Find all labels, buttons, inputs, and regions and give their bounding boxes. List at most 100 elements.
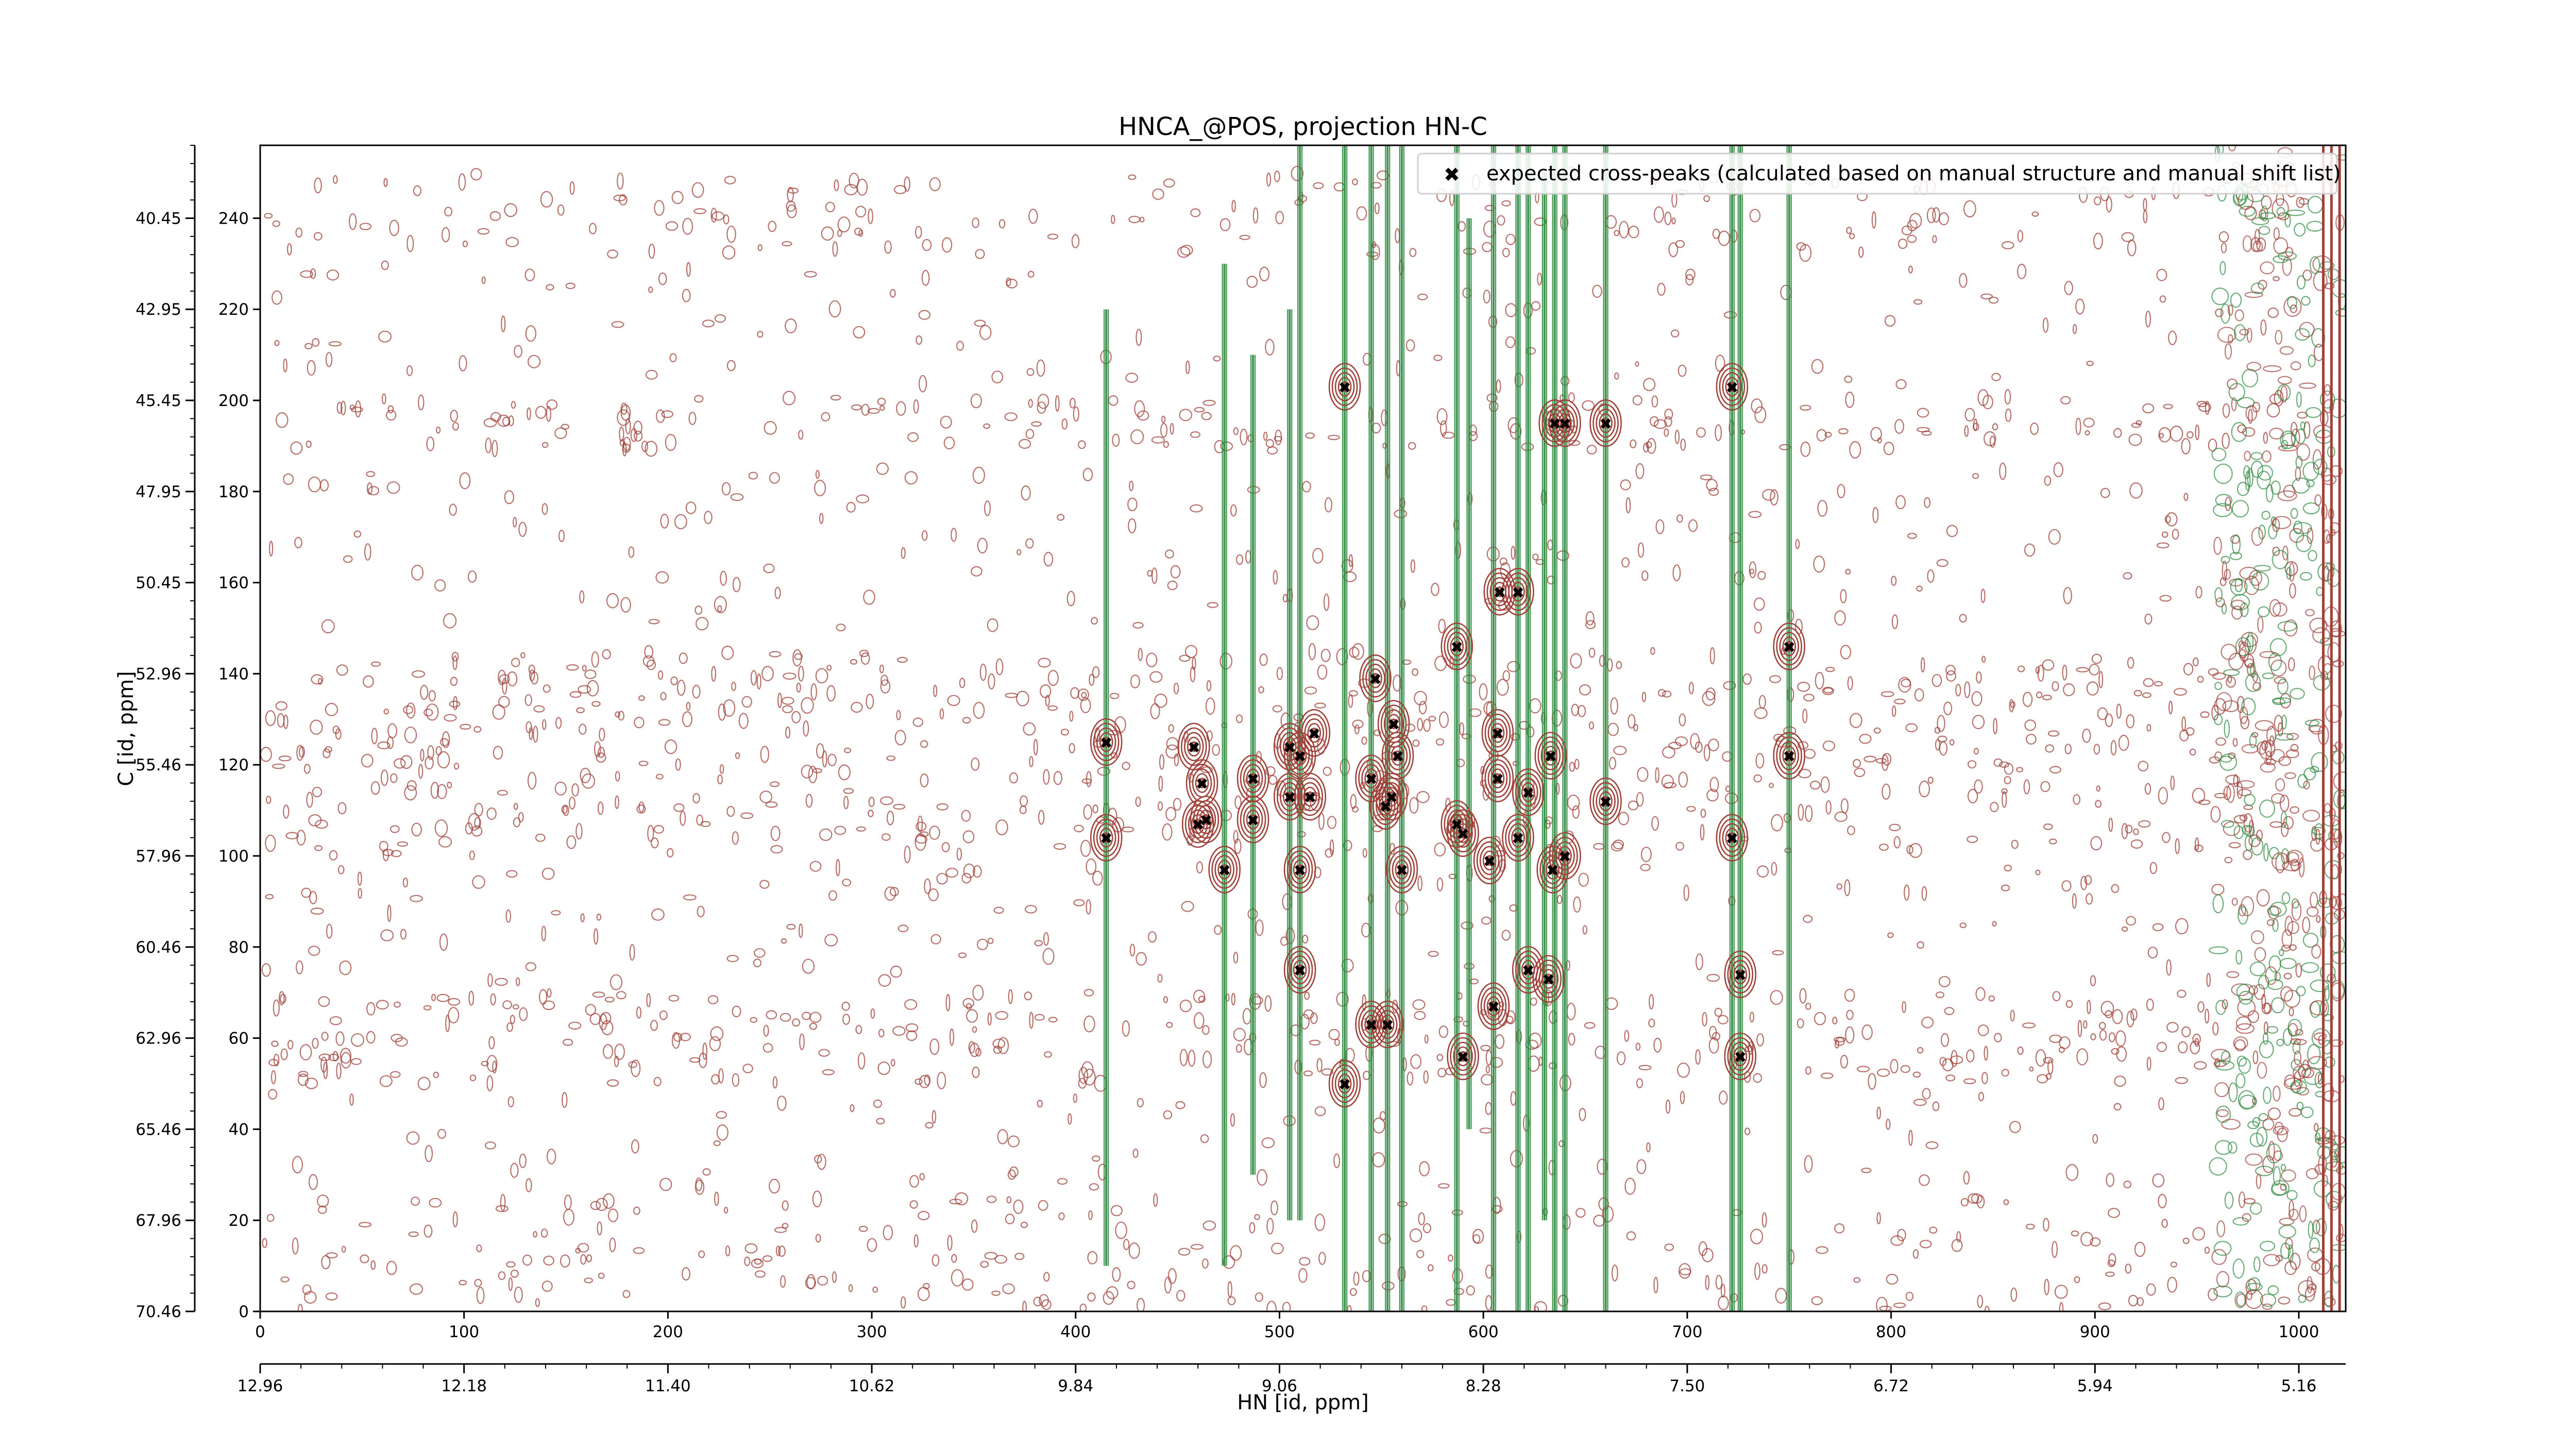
- noise-contour: [1676, 514, 1683, 523]
- noise-contour: [2123, 1181, 2132, 1189]
- peak-contour: [1181, 727, 1207, 766]
- noise-contour: [1709, 647, 1715, 665]
- noise-contour: [512, 1004, 519, 1010]
- noise-contour: [2198, 402, 2212, 412]
- noise-contour: [1038, 810, 1045, 825]
- noise-contour: [636, 1006, 642, 1019]
- noise-contour: [584, 1277, 594, 1284]
- noise-contour: [477, 228, 490, 235]
- noise-contour: [265, 710, 276, 727]
- noise-contour: [437, 751, 450, 769]
- noise-contour: [717, 774, 723, 785]
- noise-contour: [1125, 373, 1139, 383]
- noise-contour: [2251, 930, 2264, 945]
- noise-contour: [468, 813, 481, 831]
- noise-contour: [1163, 178, 1175, 188]
- noise-contour: [973, 865, 982, 878]
- noise-contour: [2105, 1271, 2115, 1277]
- noise-contour: [472, 875, 485, 889]
- noise-contour: [615, 711, 620, 718]
- noise-contour: [1110, 752, 1118, 759]
- noise-contour: [1405, 339, 1415, 351]
- noise-contour: [2263, 1086, 2272, 1104]
- cross-peak-marker: ✖: [1391, 748, 1404, 766]
- noise-contour: [616, 991, 626, 1000]
- peak-contour: [1490, 723, 1505, 743]
- noise-contour: [1349, 1288, 1357, 1296]
- noise-contour: [2224, 719, 2230, 738]
- noise-contour: [921, 269, 930, 286]
- noise-contour: [1706, 789, 1719, 802]
- noise-contour: [2287, 657, 2295, 671]
- peak-contour: [1196, 805, 1216, 834]
- peak-contour: [1391, 746, 1405, 766]
- cross-peak-marker: ✖: [1247, 812, 1260, 830]
- peak-contour: [1243, 764, 1263, 793]
- noise-contour: [851, 701, 863, 713]
- noise-contour: [941, 237, 953, 253]
- cross-peak-marker: ✖: [1491, 771, 1504, 789]
- noise-contour: [2230, 578, 2248, 596]
- noise-contour: [2043, 1057, 2054, 1064]
- noise-contour: [1089, 1183, 1099, 1191]
- noise-contour: [2106, 1173, 2114, 1187]
- noise-contour: [1754, 406, 1767, 424]
- noise-contour: [2063, 587, 2072, 604]
- noise-contour: [2114, 1075, 2126, 1087]
- noise-contour: [1907, 533, 1918, 539]
- noise-contour: [336, 1063, 342, 1080]
- noise-contour: [689, 1057, 701, 1063]
- noise-contour: [1951, 1050, 1958, 1067]
- noise-contour: [2253, 1256, 2261, 1272]
- noise-contour: [782, 1200, 789, 1211]
- noise-contour: [317, 678, 323, 685]
- noise-contour: [808, 765, 818, 784]
- noise-contour: [292, 1237, 299, 1255]
- noise-contour: [1853, 1277, 1861, 1283]
- noise-contour: [1273, 570, 1278, 585]
- noise-contour: [2247, 1121, 2259, 1130]
- noise-contour: [2265, 484, 2274, 503]
- noise-contour: [473, 726, 482, 733]
- noise-contour: [2303, 780, 2310, 790]
- noise-contour: [1419, 1161, 1430, 1176]
- noise-contour: [1373, 729, 1381, 736]
- noise-contour: [900, 1296, 906, 1309]
- noise-contour: [339, 960, 352, 975]
- noise-contour: [2265, 966, 2277, 985]
- noise-contour: [1479, 683, 1488, 700]
- noise-contour: [2293, 1039, 2307, 1046]
- noise-contour: [2263, 843, 2269, 862]
- noise-contour: [1742, 673, 1752, 685]
- noise-contour: [2214, 1060, 2235, 1071]
- noise-contour: [1994, 1033, 2002, 1042]
- noise-contour: [1925, 1141, 1939, 1150]
- cross-peak-marker: ✖: [1294, 748, 1307, 766]
- noise-contour: [1081, 692, 1087, 699]
- noise-contour: [2090, 836, 2103, 851]
- noise-contour: [2214, 587, 2223, 602]
- noise-contour: [1900, 1065, 1910, 1073]
- noise-contour: [2156, 542, 2170, 549]
- noise-contour: [1078, 1077, 1087, 1089]
- noise-contour: [481, 1060, 489, 1067]
- noise-contour: [1702, 1012, 1707, 1026]
- noise-contour: [411, 822, 422, 837]
- noise-contour: [2003, 1199, 2009, 1205]
- noise-contour: [959, 678, 965, 688]
- y-ppm-tick-label: 60.46: [135, 938, 181, 957]
- noise-contour: [1328, 1029, 1340, 1040]
- noise-contour: [896, 401, 906, 416]
- noise-contour: [2158, 1097, 2164, 1110]
- noise-contour: [878, 974, 891, 987]
- noise-contour: [1823, 687, 1834, 694]
- noise-contour: [488, 1036, 495, 1050]
- noise-contour: [2241, 744, 2259, 754]
- noise-contour: [350, 407, 363, 413]
- noise-contour: [2269, 599, 2281, 617]
- noise-contour: [1436, 878, 1444, 891]
- noise-contour: [546, 1149, 556, 1165]
- noise-contour: [920, 773, 929, 787]
- noise-contour: [310, 907, 324, 915]
- noise-contour: [498, 696, 510, 708]
